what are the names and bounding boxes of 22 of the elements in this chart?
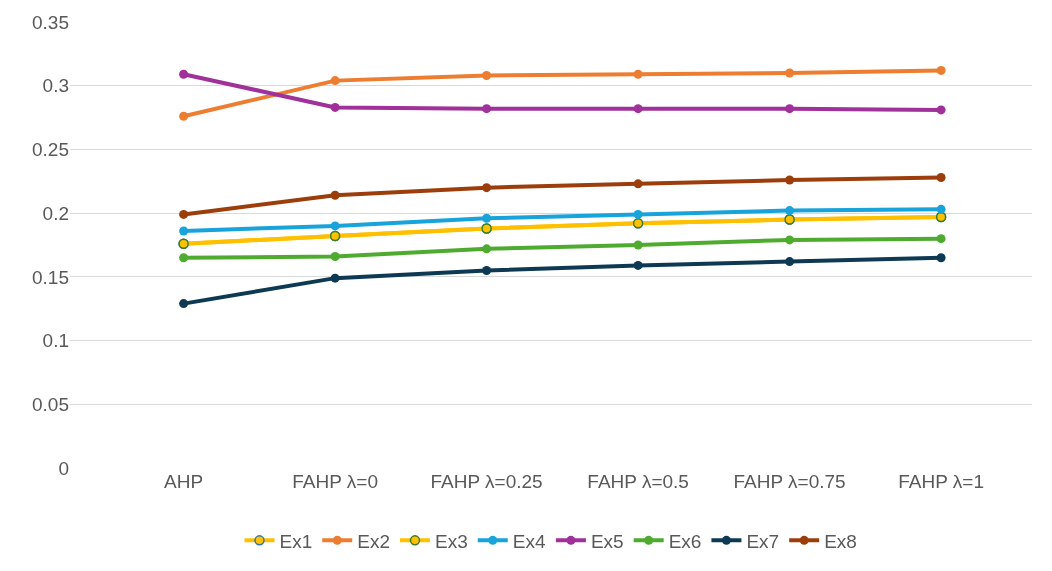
x-tick-label: FAHP λ=0.5 — [587, 471, 689, 492]
y-tick-label: 0.25 — [32, 139, 69, 161]
x-tick-label: FAHP λ=0 — [292, 471, 378, 492]
y-tick-label: 0 — [58, 457, 69, 479]
legend-label: Ex5 — [590, 530, 624, 552]
x-tick-label: FAHP λ=1 — [898, 471, 984, 492]
legend-label: Ex3 — [435, 530, 468, 552]
legend-label: Ex6 — [668, 530, 702, 552]
y-tick-label: 0.1 — [42, 330, 69, 352]
y-tick-label: 0.35 — [32, 11, 69, 33]
y-tick-label: 0.15 — [32, 266, 69, 288]
legend-label: Ex8 — [824, 530, 857, 552]
legend-label: Ex1 — [279, 530, 313, 552]
y-tick-label: 0.3 — [42, 75, 69, 97]
y-tick-label: 0.2 — [42, 202, 69, 224]
x-tick-label: AHP — [164, 471, 204, 492]
legend-label: Ex4 — [512, 530, 546, 552]
x-tick-label: FAHP λ=0.75 — [733, 471, 846, 492]
legend-label: Ex7 — [746, 530, 780, 552]
x-tick-label: FAHP λ=0.25 — [430, 471, 543, 492]
legend-label: Ex2 — [357, 530, 390, 552]
y-tick-label: 0.05 — [32, 393, 69, 415]
